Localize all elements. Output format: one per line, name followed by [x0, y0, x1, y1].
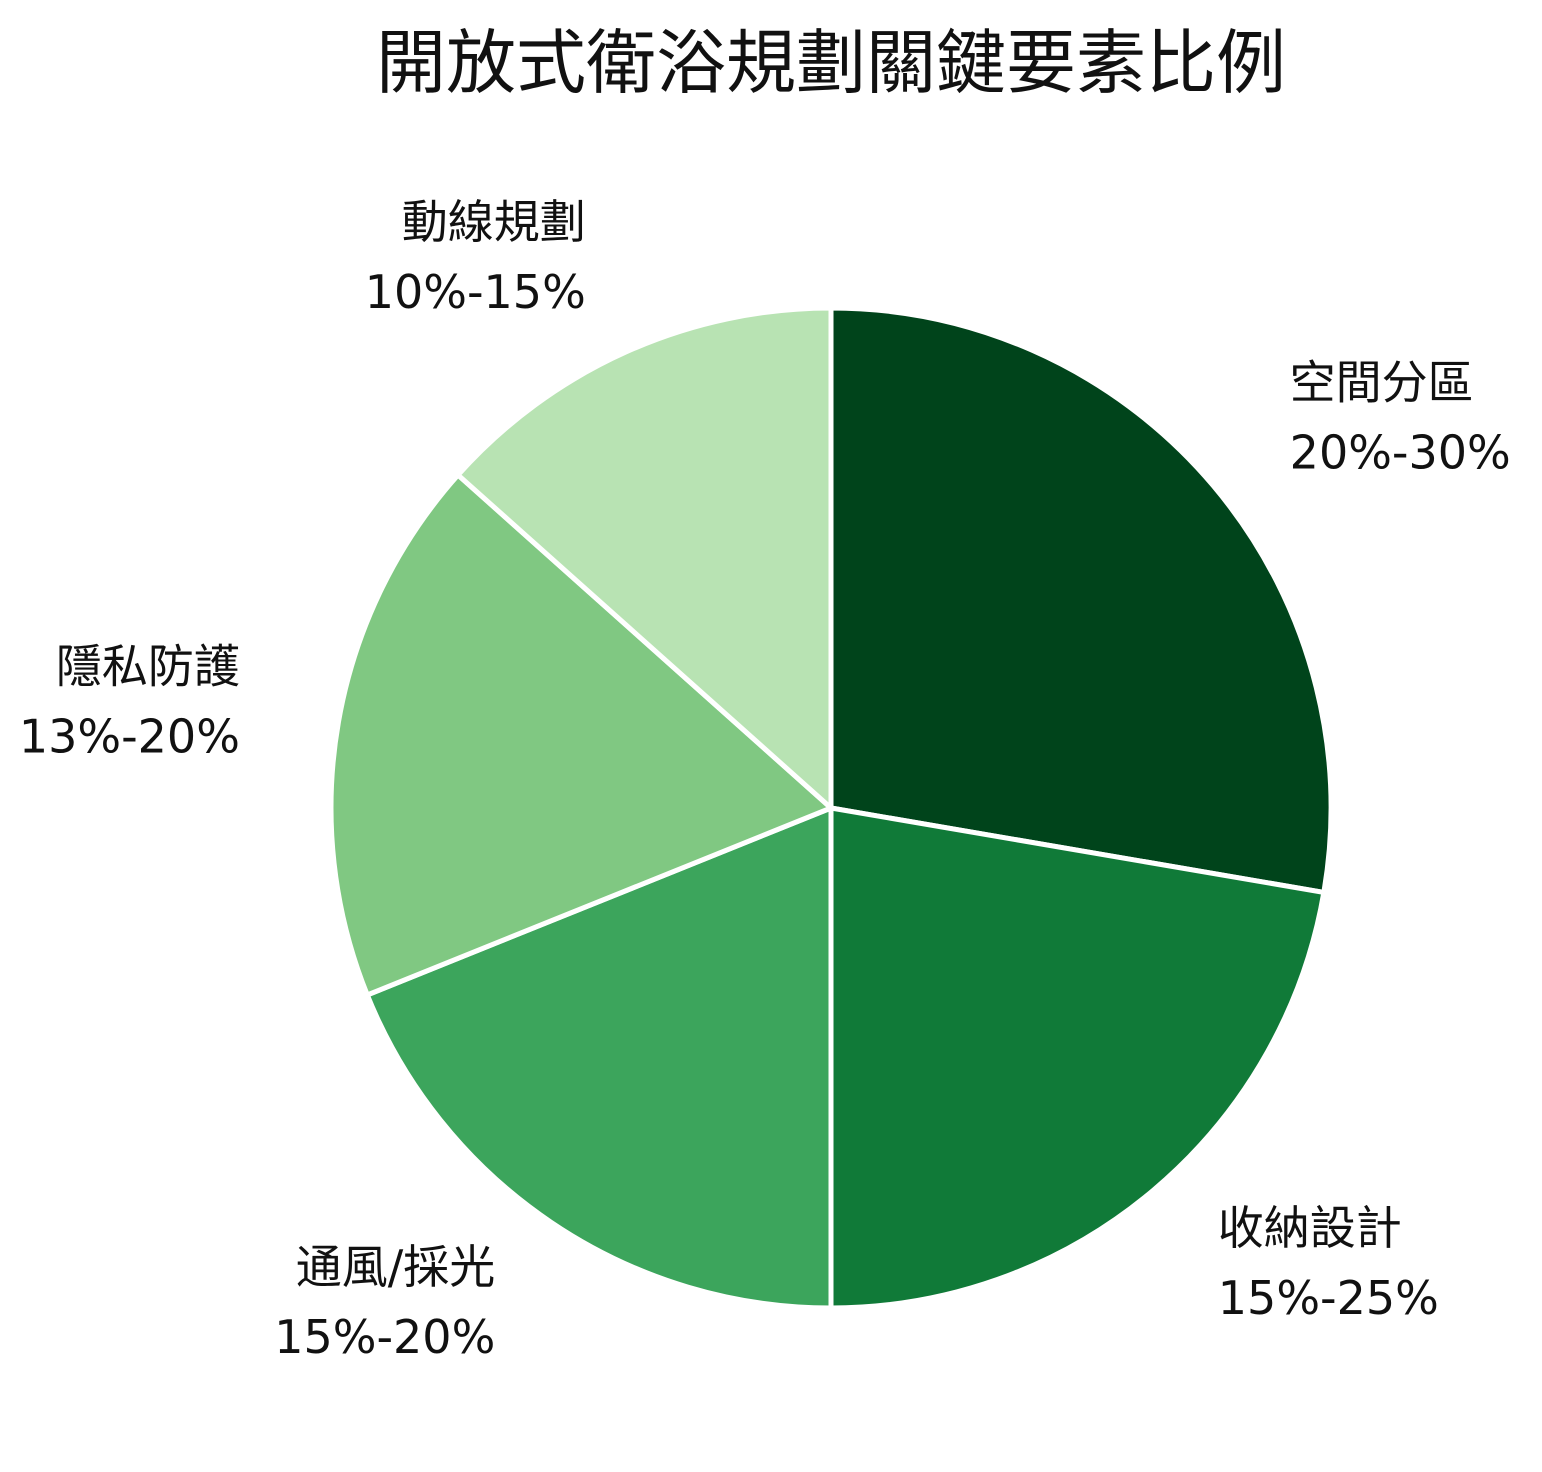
slice-range: 10%-15%: [365, 265, 586, 319]
pie-slice: [828, 305, 1334, 896]
pie-slice: [328, 471, 836, 999]
chart-title: 開放式衛浴規劃關鍵要素比例: [376, 22, 1286, 104]
slice-label: 收納設計: [1218, 1201, 1402, 1255]
slice-range: 15%-25%: [1218, 1271, 1439, 1325]
slice-label: 通風/採光: [296, 1240, 496, 1294]
pie-slice: [828, 805, 1327, 1311]
pie-slice: [364, 804, 834, 1311]
slice-label: 空間分區: [1290, 356, 1474, 410]
slice-range: 13%-20%: [19, 709, 240, 763]
pie-slice: [454, 305, 834, 814]
slice-range: 20%-30%: [1290, 426, 1511, 480]
slice-range: 15%-20%: [274, 1310, 495, 1364]
slice-label: 動線規劃: [402, 195, 586, 249]
slice-label: 隱私防護: [56, 639, 240, 693]
